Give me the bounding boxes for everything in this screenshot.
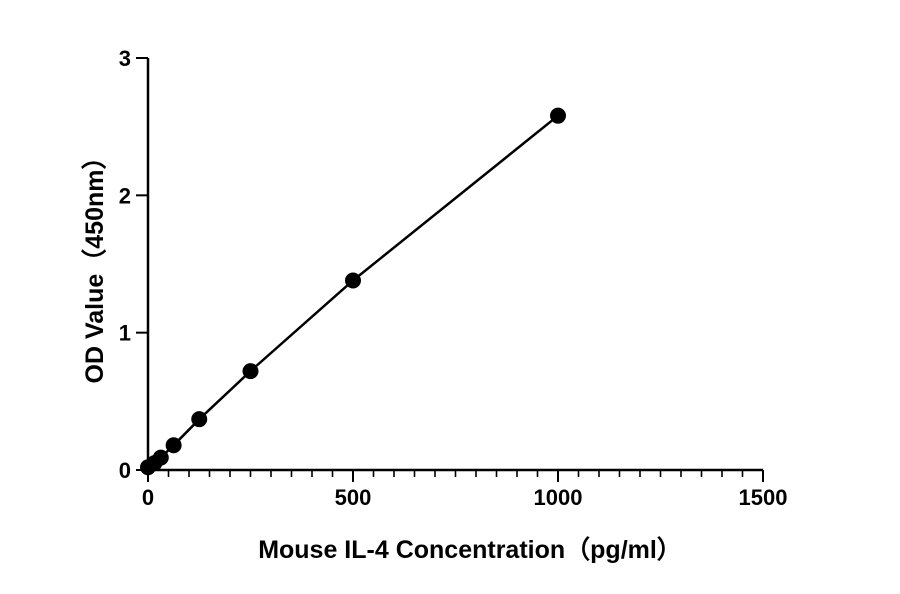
data-point xyxy=(152,449,169,466)
x-tick-label: 500 xyxy=(335,485,372,510)
data-point xyxy=(242,363,259,380)
data-point xyxy=(165,437,182,454)
x-tick-label: 1500 xyxy=(739,485,788,510)
x-tick-label: 1000 xyxy=(534,485,583,510)
data-point xyxy=(345,272,361,289)
series-line xyxy=(147,114,559,469)
y-tick-label: 3 xyxy=(119,46,131,71)
x-tick-label: 0 xyxy=(142,485,154,510)
y-axis-title: OD Value（450nm） xyxy=(80,145,109,384)
y-tick-label: 0 xyxy=(119,458,131,483)
data-point xyxy=(550,107,566,124)
data-point xyxy=(191,411,208,428)
x-axis-title: Mouse IL-4 Concentration（pg/ml） xyxy=(258,535,682,564)
series-group xyxy=(140,107,566,476)
axes: 0 500 1000 1500 0 1 2 3 xyxy=(119,46,788,510)
y-tick-label: 2 xyxy=(119,183,131,208)
y-tick-label: 1 xyxy=(119,321,131,346)
